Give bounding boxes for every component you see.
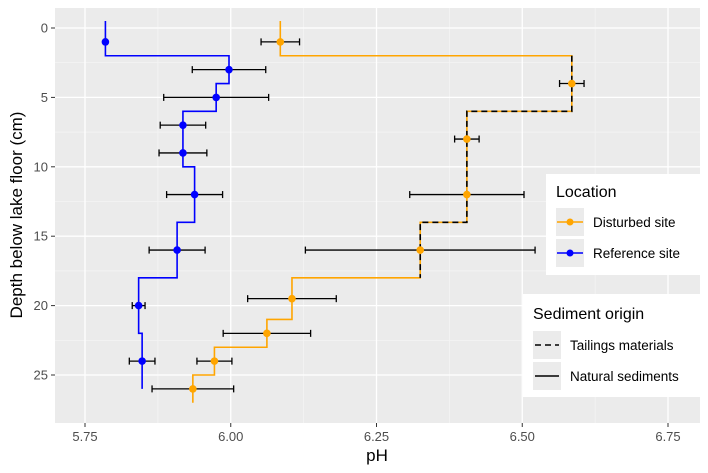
data-point [134,301,143,310]
y-tick-label: 10 [34,159,48,174]
x-tick-label: 6.00 [218,429,243,444]
data-point [173,246,181,254]
data-point [276,38,285,46]
legend-location: Location Disturbed site Reference site [546,174,700,275]
x-axis-title: pH [366,446,388,465]
tailings-dashed-line [419,55,573,278]
y-tick-label: 25 [34,368,48,383]
data-point [189,385,197,393]
legend-sediment-title: Sediment origin [533,306,644,323]
legend-label-reference: Reference site [593,246,680,261]
legend-location-title: Location [556,184,617,201]
data-point [210,357,219,365]
x-tick-label: 6.50 [510,429,535,444]
data-point [179,121,187,129]
legend-key-point-disturbed [566,218,574,226]
legend-label-natural: Natural sediments [570,369,679,384]
data-point [288,294,296,303]
y-tick-label: 5 [41,90,48,105]
data-point [416,246,425,254]
x-tick-label: 6.75 [655,429,680,444]
legend-label-tailings: Tailings materials [570,338,674,353]
y-axis-title: Depth below lake floor (cm) [7,112,26,319]
x-tick-label: 5.75 [72,429,97,444]
data-point [101,38,110,46]
data-point [190,190,199,199]
data-point [225,65,233,74]
data-point [568,79,576,88]
axes: 5.75 6.00 6.25 6.50 6.75 0 5 10 15 20 25 [34,21,681,445]
legend-label-disturbed: Disturbed site [593,215,676,230]
data-point [179,149,187,157]
data-point [263,329,271,338]
legend-key-point-reference [566,249,574,257]
data-point [463,135,471,143]
legend-sediment-origin: Sediment origin Tailings materials Natur… [523,294,700,397]
data-point [463,190,471,199]
y-tick-label: 20 [34,298,48,313]
data-point [212,93,220,102]
y-tick-label: 0 [41,21,48,36]
y-tick-label: 15 [34,229,48,244]
x-tick-label: 6.25 [364,429,389,444]
data-points [101,38,576,393]
data-point [138,357,146,365]
